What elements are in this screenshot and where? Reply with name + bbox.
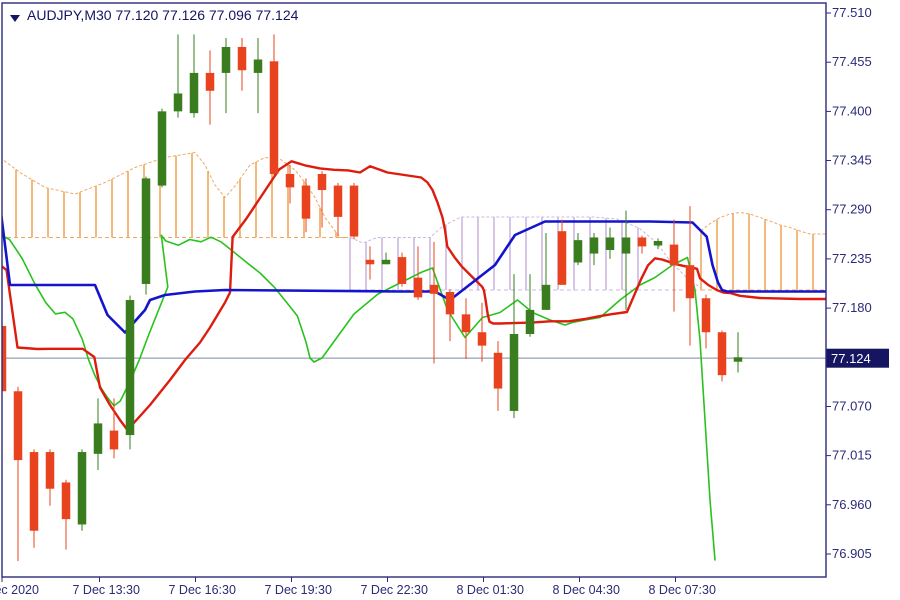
svg-text:77.015: 77.015 <box>832 448 872 463</box>
svg-text:8 Dec 07:30: 8 Dec 07:30 <box>649 583 716 597</box>
svg-text:77.345: 77.345 <box>832 153 872 168</box>
svg-text:77.070: 77.070 <box>832 399 872 414</box>
svg-text:77.455: 77.455 <box>832 54 872 69</box>
svg-text:7 Dec 16:30: 7 Dec 16:30 <box>169 583 236 597</box>
svg-text:76.905: 76.905 <box>832 546 872 561</box>
svg-text:7 Dec 13:30: 7 Dec 13:30 <box>73 583 140 597</box>
svg-text:8 Dec 04:30: 8 Dec 04:30 <box>553 583 620 597</box>
svg-text:76.960: 76.960 <box>832 497 872 512</box>
svg-text:77.235: 77.235 <box>832 251 872 266</box>
svg-text:77.290: 77.290 <box>832 202 872 217</box>
svg-text:77.180: 77.180 <box>832 300 872 315</box>
svg-text:77.510: 77.510 <box>832 5 872 20</box>
svg-text:AUDJPY,M30 77.120 77.126 77.0: AUDJPY,M30 77.120 77.126 77.096 77.124 <box>27 7 299 23</box>
svg-text:7 Dec 19:30: 7 Dec 19:30 <box>265 583 332 597</box>
svg-text:8 Dec 01:30: 8 Dec 01:30 <box>457 583 524 597</box>
svg-text:7 Dec 2020: 7 Dec 2020 <box>0 583 39 597</box>
svg-text:77.400: 77.400 <box>832 103 872 118</box>
svg-text:77.124: 77.124 <box>831 351 871 366</box>
svg-text:7 Dec 22:30: 7 Dec 22:30 <box>361 583 428 597</box>
